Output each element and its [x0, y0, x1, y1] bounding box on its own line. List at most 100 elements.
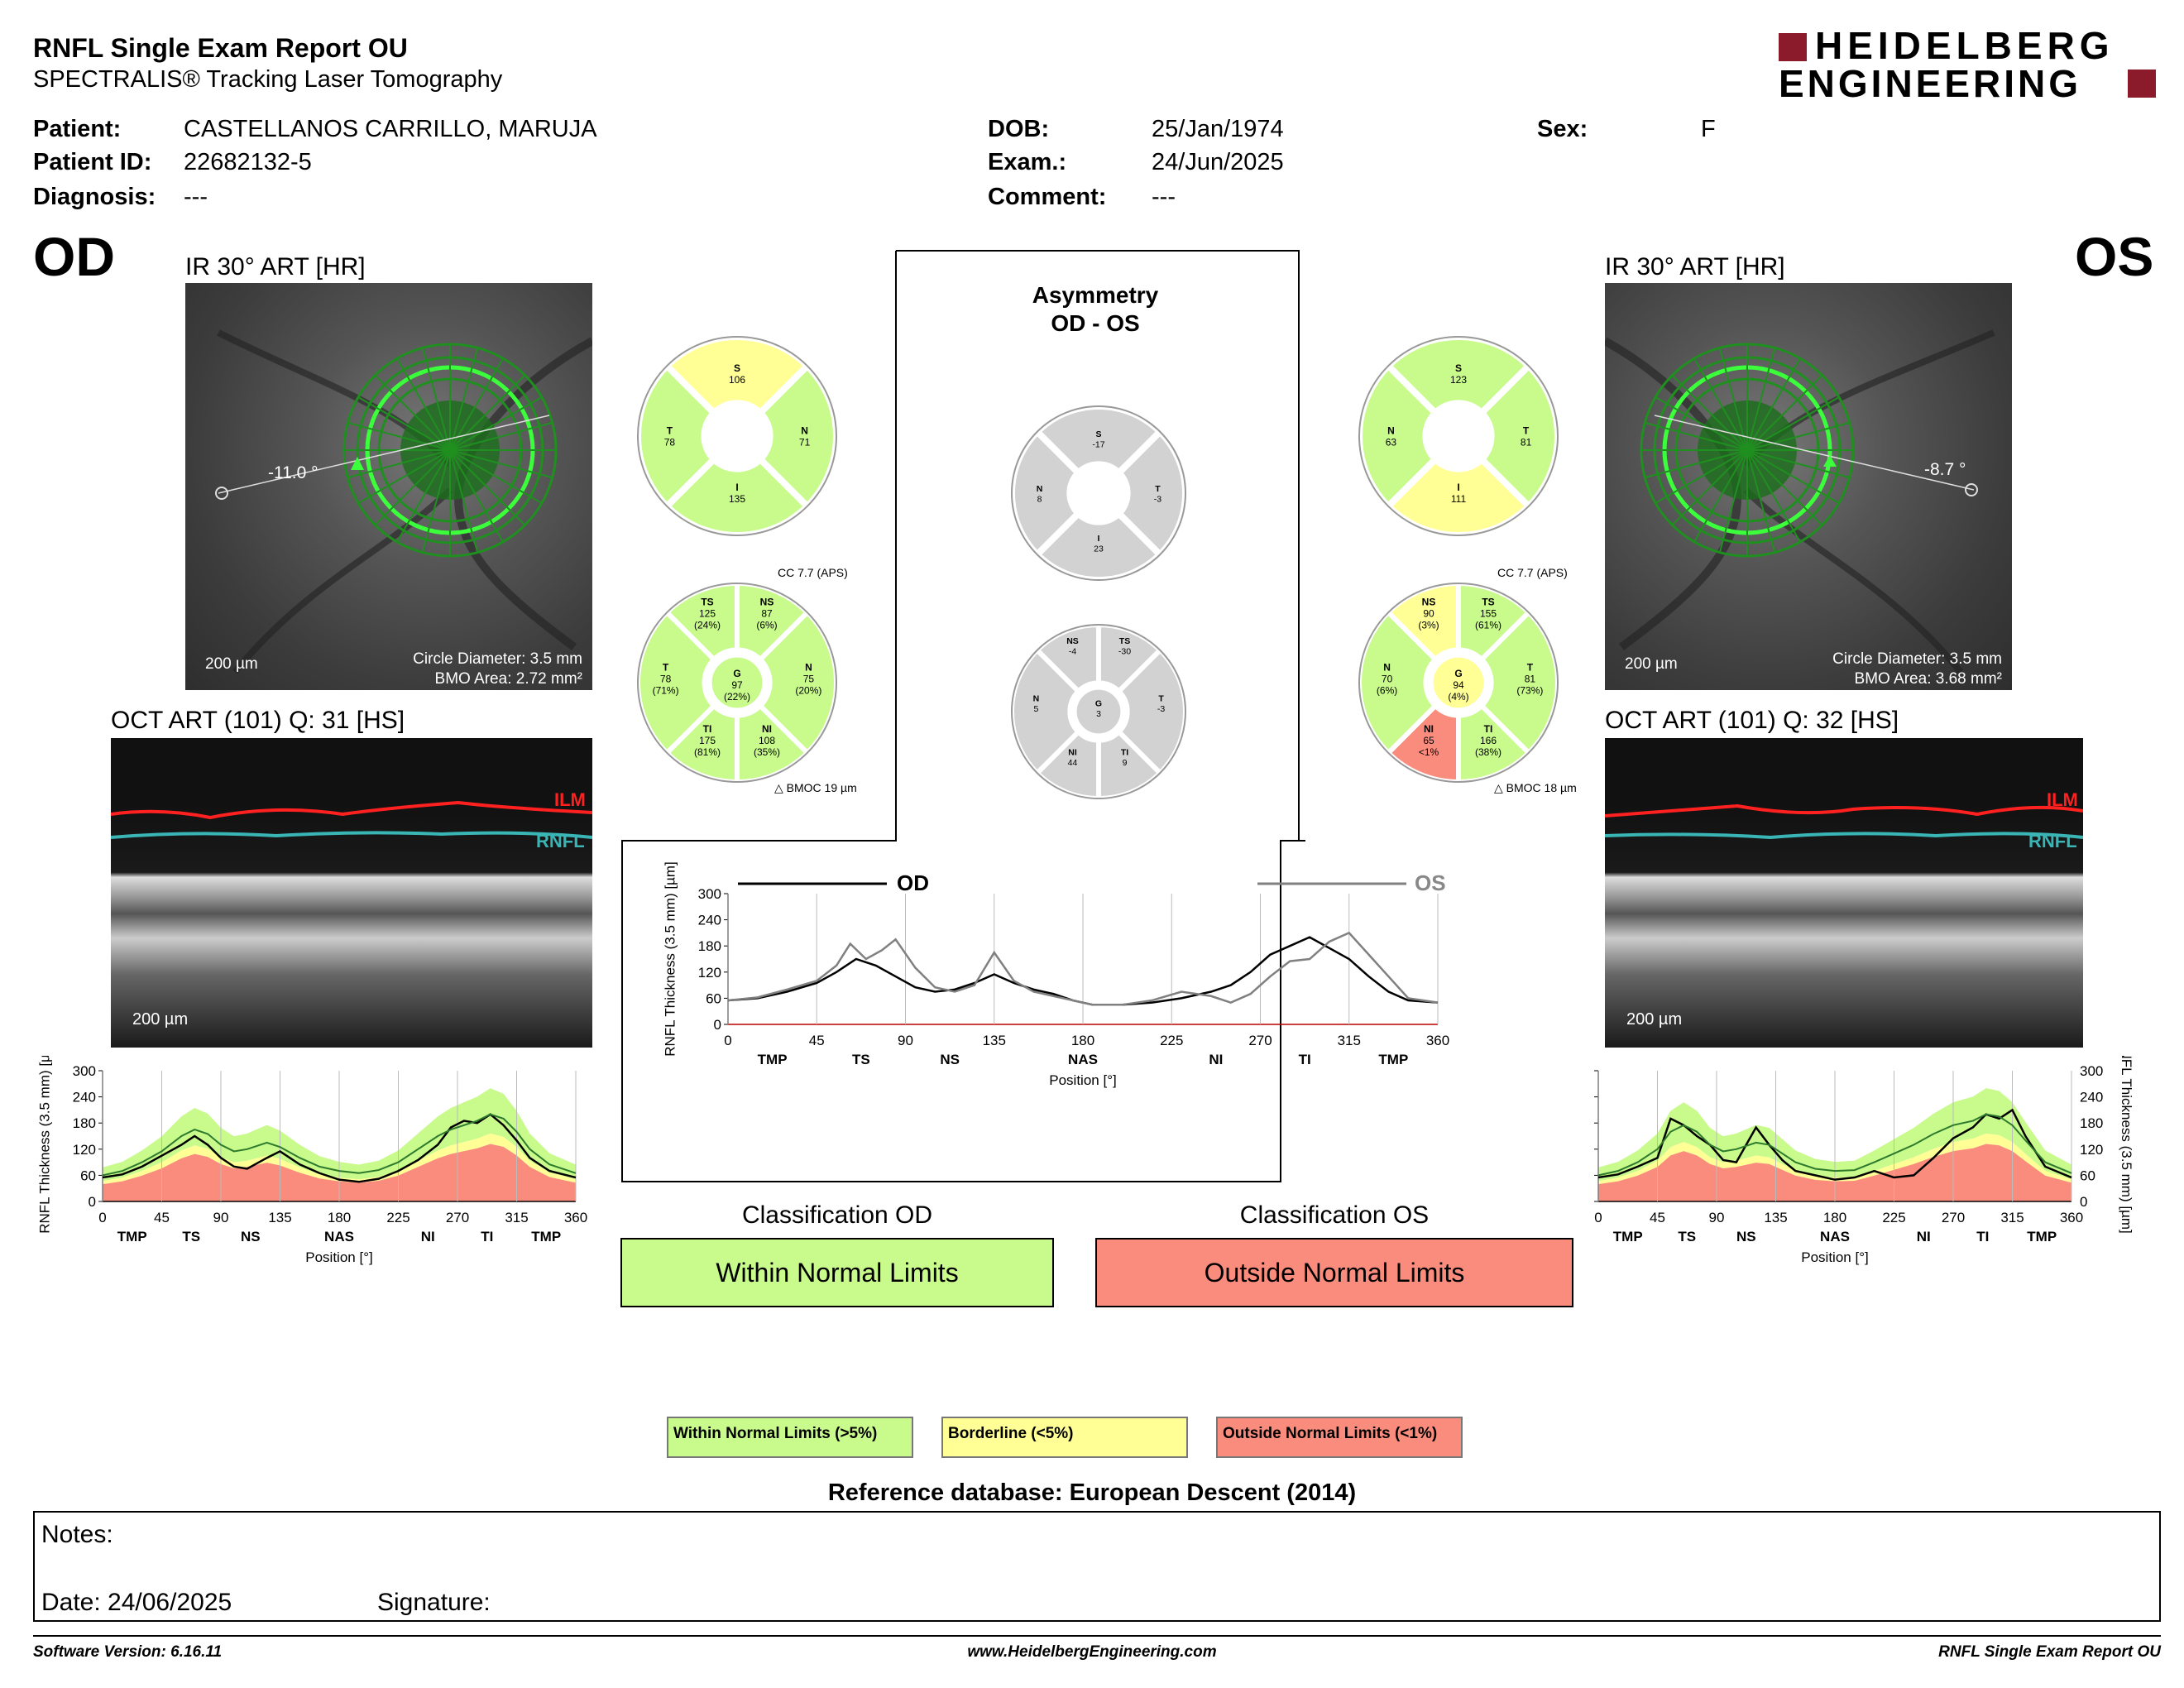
- sector-value-G: 3: [1096, 709, 1101, 719]
- x-tick-label: 270: [1942, 1210, 1965, 1225]
- sector-value-NS: 90: [1423, 607, 1434, 619]
- x-tick-label: 180: [1823, 1210, 1846, 1225]
- x-tick-label: 180: [1071, 1033, 1094, 1048]
- os-ir-scale: 200 µm: [1625, 655, 1678, 673]
- sector-label-T: T: [663, 662, 669, 674]
- y-tick-label: 180: [2080, 1115, 2103, 1131]
- sector-label-G: G: [1454, 668, 1462, 679]
- os-bmo-area: BMO Area: 3.68 mm²: [1855, 670, 2002, 688]
- sector-label-T: T: [1527, 662, 1534, 674]
- reference-database: Reference database: European Descent (20…: [827, 1479, 1357, 1506]
- sector-value-N: 75: [803, 674, 815, 685]
- sector-axis-label: TMP: [2027, 1229, 2057, 1244]
- x-tick-label: 315: [2000, 1210, 2024, 1225]
- sector-axis-label: NAS: [324, 1229, 354, 1244]
- sector-pct-NI: <1%: [1419, 746, 1439, 758]
- sector-label-NS: NS: [1066, 636, 1079, 646]
- sector-axis-label: TMP: [1613, 1229, 1643, 1244]
- x-tick-label: 135: [268, 1210, 291, 1225]
- x-tick-label: 0: [1594, 1210, 1602, 1225]
- y-tick-label: 300: [698, 886, 721, 902]
- sector-pct-G: (4%): [1448, 691, 1468, 703]
- od-classification-title: Classification OD: [741, 1201, 933, 1229]
- os-fundus-image: -8.7 ° 200 µm Circle Diameter: 3.5 mm BM…: [1605, 283, 2012, 690]
- sector-value-S: 123: [1450, 374, 1467, 386]
- sector-axis-label: NAS: [1820, 1229, 1850, 1244]
- os-oct-bscan: ILM RNFL 200 µm: [1605, 738, 2083, 1048]
- x-axis-label: Position [°]: [1049, 1072, 1116, 1088]
- series-line-Normal: [102, 1113, 577, 1177]
- notes-box[interactable]: Notes: Date: 24/06/2025 Signature:: [33, 1511, 2161, 1622]
- sector-label-TI: TI: [1121, 748, 1128, 758]
- sector-value-G: 94: [1453, 679, 1464, 691]
- legend-borderline: Borderline (<5%): [941, 1417, 1188, 1458]
- x-tick-label: 270: [446, 1210, 469, 1225]
- sector-label-TI: TI: [1484, 723, 1493, 735]
- od-bmo-area: BMO Area: 2.72 mm²: [435, 670, 582, 688]
- diagnosis-label: Diagnosis:: [33, 184, 156, 210]
- footer-divider: [33, 1635, 2161, 1637]
- diagnosis: ---: [184, 184, 208, 210]
- sector-pct-G: (22%): [724, 691, 750, 703]
- y-tick-label: 240: [2080, 1090, 2103, 1105]
- sector-label-N: N: [1383, 662, 1391, 674]
- sector-value-I: 23: [1094, 544, 1104, 554]
- sector-axis-label: TMP: [758, 1052, 788, 1067]
- series-line-Normal: [1597, 1113, 2072, 1177]
- sector-G: [1073, 686, 1124, 737]
- sector-value-NS: -4: [1069, 647, 1076, 657]
- legend-outside-normal: Outside Normal Limits (<1%): [1216, 1417, 1463, 1458]
- central-panel-frame: [621, 250, 1305, 1182]
- x-tick-label: 0: [724, 1033, 731, 1048]
- os-oct-scale: 200 µm: [1626, 1010, 1682, 1029]
- sector-value-TS: 155: [1480, 607, 1497, 619]
- sector-axis-label: TS: [1678, 1229, 1696, 1244]
- os-rnfl-label: RNFL: [2028, 831, 2077, 851]
- patient-id-label: Patient ID:: [33, 149, 152, 175]
- sector-value-TI: 166: [1480, 735, 1497, 746]
- sector-label-TS: TS: [701, 596, 713, 607]
- x-tick-label: 225: [1882, 1210, 1905, 1225]
- sector-value-G: 97: [731, 679, 743, 691]
- sector-pct-T: (73%): [1516, 685, 1543, 697]
- y-axis-label: RNFL Thickness (3.5 mm) [µm]: [662, 861, 678, 1057]
- od-classification-result: Within Normal Limits: [620, 1238, 1054, 1307]
- sector-value-T: 81: [1521, 437, 1532, 448]
- x-tick-label: 360: [2060, 1210, 2083, 1225]
- sector-value-T: 78: [664, 437, 676, 448]
- asymmetry-title: Asymmetry OD - OS: [1032, 282, 1159, 336]
- sector-pct-NS: (6%): [756, 619, 777, 631]
- y-tick-label: 300: [73, 1063, 96, 1079]
- sex: F: [1701, 116, 1716, 142]
- sector-axis-label: NI: [421, 1229, 435, 1244]
- sector-label-T: T: [1523, 425, 1530, 437]
- x-axis-label: Position [°]: [305, 1249, 372, 1265]
- asym-sector-4: S-17 N8 T-3 I23: [1008, 403, 1189, 583]
- y-tick-label: 60: [2080, 1168, 2095, 1183]
- patient-id: 22682132-5: [184, 149, 312, 175]
- sector-value-NI: 65: [1423, 735, 1434, 746]
- sector-label-T: T: [667, 425, 673, 437]
- x-tick-label: 360: [564, 1210, 587, 1225]
- sector-value-S: -17: [1092, 439, 1104, 449]
- sector-label-TI: TI: [703, 723, 712, 735]
- sector-value-TI: 175: [699, 735, 716, 746]
- website-url[interactable]: www.HeidelbergEngineering.com: [967, 1643, 1217, 1661]
- sector-value-T: -3: [1154, 494, 1161, 504]
- sector-pct-TS: (61%): [1475, 619, 1502, 631]
- legend-within-normal: Within Normal Limits (>5%): [667, 1417, 913, 1458]
- od-ir-title: IR 30° ART [HR]: [185, 253, 366, 281]
- od-scan-overlay: -11.0 ° 200 µm Circle Diameter: 3.5 mm B…: [205, 329, 592, 688]
- x-tick-label: 270: [1248, 1033, 1272, 1048]
- os-label: OS: [2075, 226, 2154, 287]
- od-angle-label: -11.0 °: [268, 463, 318, 482]
- od-bmoc-label: △ BMOC 19 µm: [774, 781, 857, 794]
- x-tick-label: 135: [1764, 1210, 1787, 1225]
- sector-label-NI: NI: [1068, 748, 1077, 758]
- sector-axis-label: NS: [1736, 1229, 1756, 1244]
- sector-axis-label: NI: [1917, 1229, 1931, 1244]
- sector-value-N: 71: [799, 437, 811, 448]
- series-line-OD: [102, 1113, 577, 1183]
- sector-axis-label: NS: [940, 1052, 960, 1067]
